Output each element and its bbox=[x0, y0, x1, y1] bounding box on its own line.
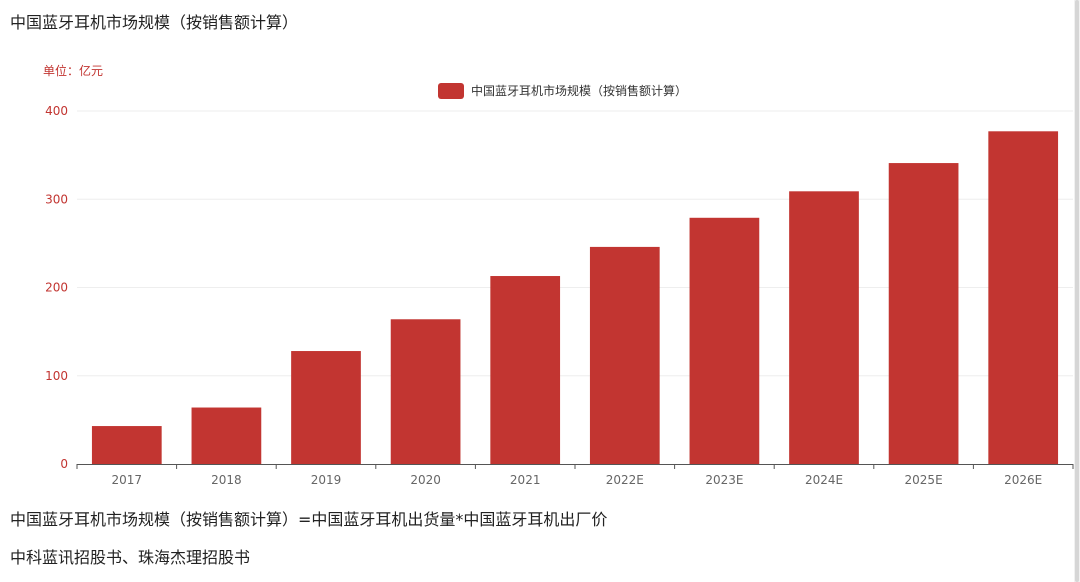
x-tick-label: 2019 bbox=[311, 473, 342, 487]
bar bbox=[888, 163, 959, 464]
bar bbox=[689, 217, 760, 464]
scrollbar-thumb[interactable] bbox=[1075, 0, 1079, 582]
bar bbox=[291, 351, 361, 464]
x-tick-label: 2020 bbox=[410, 473, 441, 487]
y-tick-label: 100 bbox=[45, 369, 68, 383]
bar bbox=[390, 319, 461, 464]
y-tick-label: 0 bbox=[60, 457, 68, 471]
data-source: 中科蓝讯招股书、珠海杰理招股书 bbox=[10, 548, 251, 567]
bar bbox=[91, 426, 162, 464]
x-tick-label: 2018 bbox=[211, 473, 242, 487]
page-scrollbar[interactable] bbox=[1074, 0, 1080, 582]
legend-swatch bbox=[438, 83, 464, 99]
bar bbox=[589, 246, 660, 464]
unit-label: 单位：亿元 bbox=[43, 63, 103, 78]
y-tick-label: 200 bbox=[45, 281, 68, 295]
x-tick-label: 2025E bbox=[905, 473, 943, 487]
x-tick-label: 2024E bbox=[805, 473, 843, 487]
formula-note: 中国蓝牙耳机市场规模（按销售额计算）=中国蓝牙耳机出货量*中国蓝牙耳机出厂价 bbox=[10, 510, 608, 529]
legend-label: 中国蓝牙耳机市场规模（按销售额计算） bbox=[471, 83, 687, 98]
x-tick-label: 2026E bbox=[1004, 473, 1042, 487]
y-tick-label: 300 bbox=[45, 192, 68, 206]
y-tick-label: 400 bbox=[45, 104, 68, 118]
bar bbox=[490, 276, 561, 464]
bar bbox=[191, 407, 262, 464]
bar bbox=[988, 131, 1059, 465]
x-tick-label: 2022E bbox=[606, 473, 644, 487]
x-tick-label: 2021 bbox=[510, 473, 541, 487]
page-title: 中国蓝牙耳机市场规模（按销售额计算） bbox=[10, 13, 299, 32]
x-tick-label: 2017 bbox=[112, 473, 143, 487]
x-tick-label: 2023E bbox=[705, 473, 743, 487]
bar bbox=[789, 191, 859, 464]
